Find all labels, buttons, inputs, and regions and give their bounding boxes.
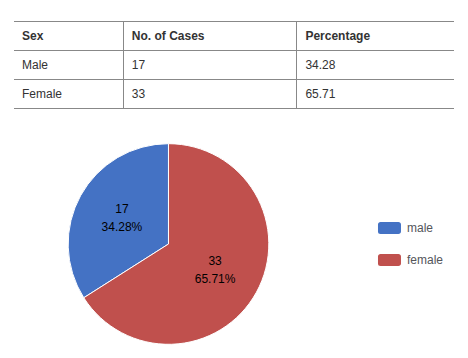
html-text:34.28: 34.28 <box>305 58 336 72</box>
svg-text:33: 33 <box>208 254 222 268</box>
html-text:Percentage: Percentage <box>305 29 371 43</box>
html-text:Female: Female <box>22 87 62 101</box>
svg-text:male: male <box>407 221 433 235</box>
html-text:65.71: 65.71 <box>305 87 336 101</box>
svg-text:34.28%: 34.28% <box>102 220 143 234</box>
html-text:Male: Male <box>22 58 48 72</box>
html-text:33: 33 <box>131 87 146 101</box>
html-text:17: 17 <box>131 58 146 72</box>
html-text:Sex: Sex <box>22 29 44 43</box>
html-text:No. of Cases: No. of Cases <box>131 29 205 43</box>
svg-text:female: female <box>407 253 443 267</box>
svg-text:65.71%: 65.71% <box>195 272 236 286</box>
svg-text:17: 17 <box>115 202 129 216</box>
